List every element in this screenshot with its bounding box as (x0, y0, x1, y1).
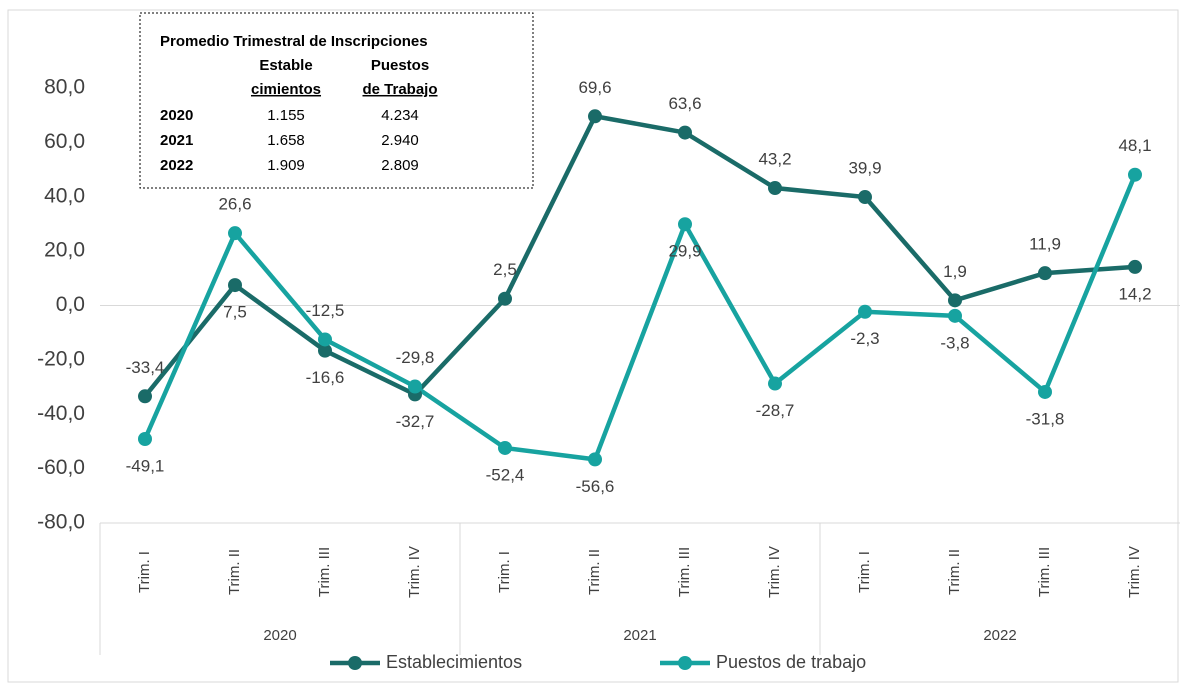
series-line (143, 113, 1136, 398)
inset-header: de Trabajo (362, 81, 437, 98)
point (498, 291, 512, 306)
chart-border (7, 9, 1179, 683)
x-tick-label: Trim. II (586, 549, 603, 595)
data-label: 43,2 (758, 150, 791, 169)
point (588, 452, 602, 467)
x-tick-label: Trim. I (856, 551, 873, 593)
data-label: -52,4 (486, 465, 525, 484)
inset-header: cimientos (251, 81, 321, 98)
point (138, 389, 152, 404)
data-label: -16,6 (306, 368, 345, 387)
point (858, 304, 872, 319)
data-label: 14,2 (1118, 284, 1151, 303)
y-tick-label: 40,0 (44, 184, 85, 207)
point (318, 332, 332, 347)
point (1128, 259, 1142, 274)
data-label: -3,8 (940, 333, 969, 352)
data-label: -56,6 (576, 477, 615, 496)
data-label: 29,9 (668, 242, 701, 261)
point (1038, 384, 1052, 399)
data-label: -2,3 (850, 329, 879, 348)
inset-title: Promedio Trimestral de Inscripciones (160, 33, 428, 50)
point (858, 190, 872, 205)
legend-marker (348, 656, 362, 670)
point (498, 440, 512, 455)
x-tick-label: Trim. I (136, 551, 153, 593)
data-label: 2,5 (493, 260, 517, 279)
data-label: 63,6 (668, 94, 701, 113)
data-label: 69,6 (578, 78, 611, 97)
inset-cell: 2.809 (381, 157, 419, 174)
point (948, 308, 962, 323)
point (138, 431, 152, 446)
y-tick-label: -60,0 (37, 456, 85, 479)
x-tick-label: Trim. IV (1126, 546, 1143, 598)
point (228, 278, 242, 293)
data-label: 1,9 (943, 262, 967, 281)
point (318, 343, 332, 358)
inset-cell: 1.658 (267, 132, 305, 149)
point (1038, 266, 1052, 281)
point (228, 226, 242, 241)
data-label: -28,7 (756, 401, 795, 420)
y-tick-label: 60,0 (44, 130, 85, 153)
point (768, 181, 782, 196)
x-tick-label: Trim. II (946, 549, 963, 595)
data-label: -49,1 (126, 456, 165, 475)
x-tick-label: Trim. III (676, 547, 693, 597)
data-label: -29,8 (396, 348, 435, 367)
group-label: 2022 (983, 627, 1016, 644)
inset-header: Puestos (371, 57, 429, 74)
point (678, 217, 692, 232)
data-label: 48,1 (1118, 136, 1151, 155)
inset-year: 2021 (160, 132, 193, 149)
data-label: 11,9 (1029, 235, 1061, 254)
legend-label: Puestos de trabajo (716, 652, 866, 672)
y-tick-label: -40,0 (37, 402, 85, 425)
y-tick-label: 20,0 (44, 239, 85, 262)
y-tick-label: -20,0 (37, 347, 85, 370)
series-line (142, 173, 1138, 462)
data-label: 39,9 (848, 159, 881, 178)
point (408, 379, 422, 394)
data-label: -31,8 (1026, 409, 1065, 428)
data-label: 26,6 (218, 195, 251, 214)
point (1128, 167, 1142, 182)
inset-year: 2022 (160, 157, 193, 174)
inset-header: Estable (259, 57, 312, 74)
x-tick-label: Trim. III (1036, 547, 1053, 597)
inset-box (139, 12, 534, 189)
inset-cell: 1.155 (267, 107, 305, 124)
x-tick-label: Trim. IV (406, 546, 423, 598)
inset-cell: 2.940 (381, 132, 419, 149)
inset-cell: 1.909 (267, 157, 305, 174)
point (768, 376, 782, 391)
legend-marker (678, 656, 692, 670)
point (678, 125, 692, 140)
group-label: 2021 (623, 627, 656, 644)
x-tick-label: Trim. II (226, 549, 243, 595)
data-label: -33,4 (126, 358, 165, 377)
data-label: -32,7 (396, 412, 435, 431)
x-tick-label: Trim. IV (766, 546, 783, 598)
x-tick-label: Trim. III (316, 547, 333, 597)
point (948, 293, 962, 308)
y-tick-label: 0,0 (56, 293, 85, 316)
inset-year: 2020 (160, 107, 193, 124)
y-tick-label: -80,0 (37, 511, 85, 534)
data-label: 7,5 (223, 303, 247, 322)
group-label: 2020 (263, 627, 296, 644)
y-tick-label: 80,0 (44, 76, 85, 99)
point (588, 109, 602, 124)
inset-cell: 4.234 (381, 107, 419, 124)
x-tick-label: Trim. I (496, 551, 513, 593)
legend-label: Establecimientos (386, 652, 522, 672)
data-label: -12,5 (306, 301, 345, 320)
